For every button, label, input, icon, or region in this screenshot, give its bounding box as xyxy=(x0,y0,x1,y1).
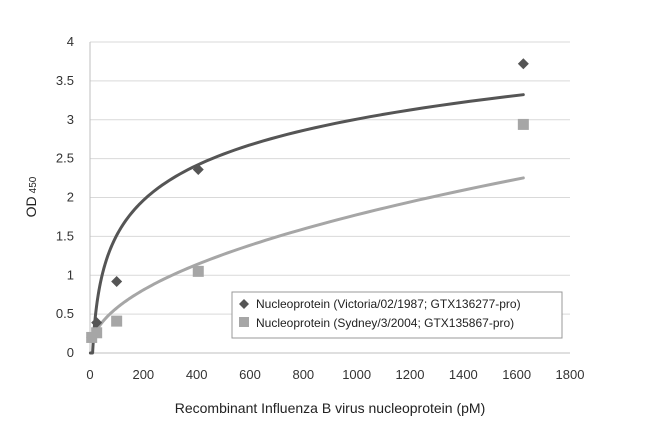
data-point-square xyxy=(111,315,123,327)
x-tick-label: 200 xyxy=(132,367,154,382)
x-tick-label: 0 xyxy=(86,367,93,382)
x-tick-label: 600 xyxy=(239,367,261,382)
legend-marker-diamond xyxy=(239,299,249,309)
y-tick-label: 0.5 xyxy=(56,306,74,321)
data-point-diamond xyxy=(91,317,103,329)
trendline-series-1 xyxy=(88,93,525,355)
plot-area xyxy=(89,42,570,354)
legend-marker-square xyxy=(239,317,249,327)
data-point-diamond xyxy=(192,164,204,176)
legend: Nucleoprotein (Victoria/02/1987; GTX1362… xyxy=(231,291,563,339)
gridlines xyxy=(90,41,570,315)
y-tick-label: 1.5 xyxy=(56,228,74,243)
y-tick-label: 3 xyxy=(67,112,74,127)
data-point-square xyxy=(517,118,529,130)
y-axis-title-subscript: 450 xyxy=(28,176,39,193)
y-tick-label: 2.5 xyxy=(56,151,74,166)
x-tick-label: 1400 xyxy=(449,367,478,382)
x-tick-label: 1200 xyxy=(396,367,425,382)
y-axis-title-main: OD xyxy=(23,196,39,217)
y-tick-labels: 0 0.5 1 1.5 2 2.5 3 3.5 4 xyxy=(56,34,74,360)
y-axis-title: OD 450 xyxy=(23,176,39,217)
data-point-square xyxy=(192,265,204,277)
x-tick-label: 1000 xyxy=(342,367,371,382)
x-tick-label: 800 xyxy=(292,367,314,382)
data-points xyxy=(86,58,529,343)
y-tick-label: 3.5 xyxy=(56,73,74,88)
data-point-square xyxy=(91,327,103,339)
y-tick-label: 1 xyxy=(67,267,74,282)
legend-box xyxy=(231,291,563,339)
x-axis-title: Recombinant Influenza B virus nucleoprot… xyxy=(175,400,486,416)
y-tick-label: 0 xyxy=(67,345,74,360)
x-tick-label: 1800 xyxy=(556,367,585,382)
legend-label-victoria: Nucleoprotein (Victoria/02/1987; GTX1362… xyxy=(256,297,521,311)
y-tick-label: 2 xyxy=(67,190,74,205)
data-point-diamond xyxy=(111,275,123,287)
y-tick-label: 4 xyxy=(67,34,74,49)
x-tick-labels: 0 200 400 600 800 1000 1200 1400 1600 1800 xyxy=(86,367,584,382)
x-tick-label: 400 xyxy=(186,367,208,382)
x-tick-label: 1600 xyxy=(502,367,531,382)
data-point-diamond xyxy=(517,58,529,70)
legend-label-sydney: Nucleoprotein (Sydney/3/2004; GTX135867-… xyxy=(256,316,514,330)
